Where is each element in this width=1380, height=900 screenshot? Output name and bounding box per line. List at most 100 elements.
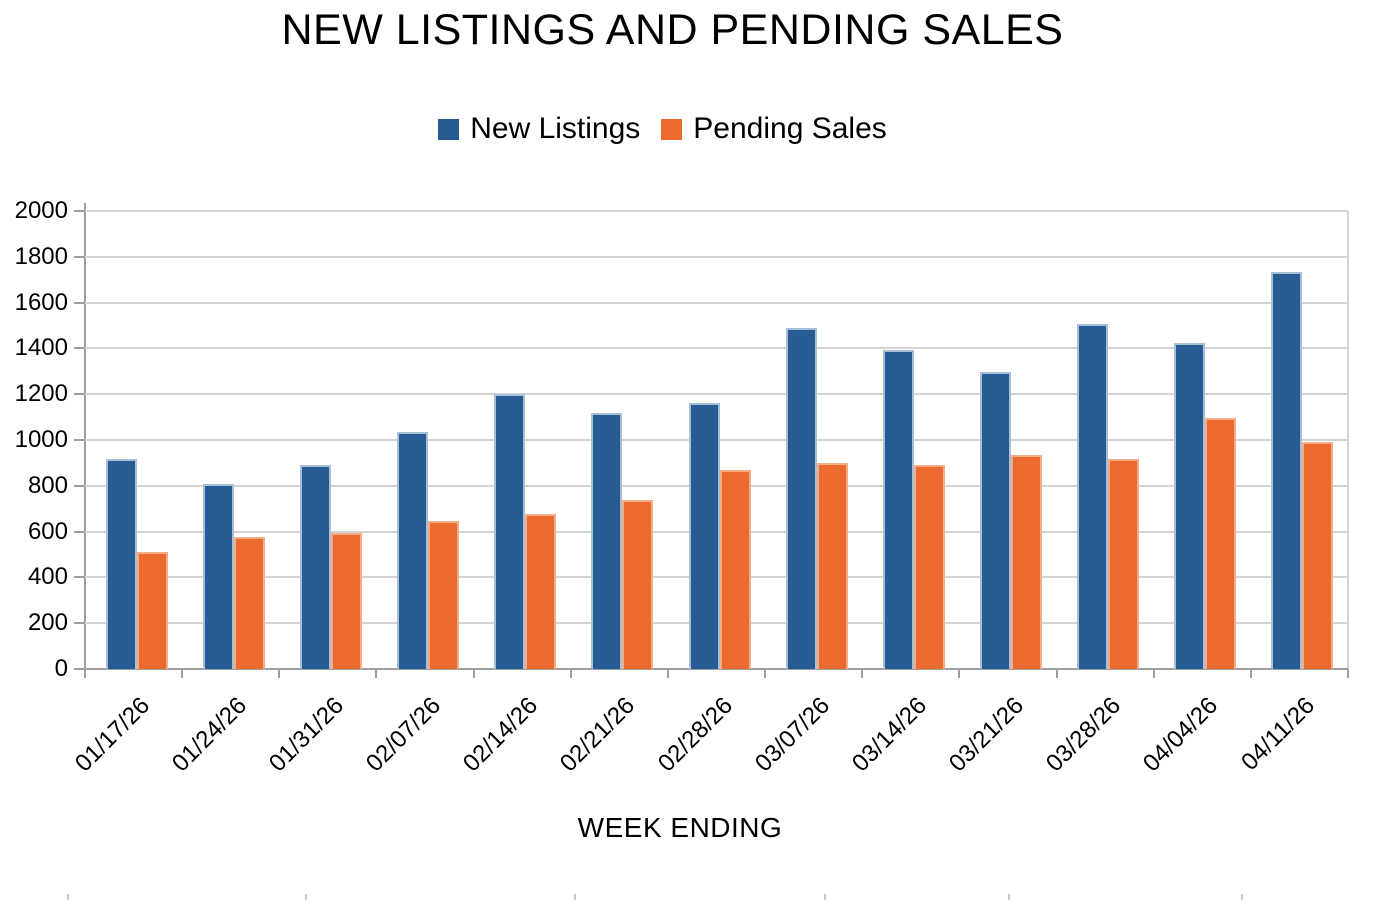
y-tick-mark xyxy=(74,530,84,533)
x-axis-label: 02/07/26 xyxy=(360,692,447,778)
footer-tick xyxy=(574,894,576,900)
x-tick-mark xyxy=(958,669,961,678)
bar-pending-sales xyxy=(719,469,751,669)
x-axis-label: 02/21/26 xyxy=(555,692,641,778)
legend-item-new-listings: New Listings xyxy=(438,112,640,146)
x-axis-label: 02/28/26 xyxy=(652,692,738,778)
bar-pending-sales xyxy=(1108,459,1140,669)
y-tick-mark xyxy=(74,576,84,579)
legend-item-pending-sales: Pending Sales xyxy=(661,112,887,146)
bar-new-listings xyxy=(1174,342,1206,669)
bar-pending-sales xyxy=(1205,418,1237,669)
bar-pending-sales xyxy=(1302,442,1334,669)
x-tick-mark xyxy=(1055,669,1058,678)
bar-new-listings xyxy=(1077,324,1109,669)
bar-new-listings xyxy=(979,372,1011,669)
pending-sales-swatch-icon xyxy=(661,118,683,140)
y-tick-label: 200 xyxy=(27,609,68,637)
y-tick-label: 2000 xyxy=(14,197,68,224)
y-axis-line xyxy=(84,203,86,670)
x-axis-label: 03/28/26 xyxy=(1041,692,1127,778)
y-tick-mark xyxy=(74,301,84,304)
x-axis-label: 04/11/26 xyxy=(1236,692,1321,776)
y-tick-label: 1400 xyxy=(14,334,68,362)
y-tick-mark xyxy=(74,210,84,212)
bar-new-listings xyxy=(1271,271,1303,669)
footer-tick xyxy=(1241,894,1243,900)
x-axis-title: WEEK ENDING xyxy=(577,812,783,843)
x-tick-mark xyxy=(1152,669,1155,678)
y-tick-mark xyxy=(74,255,84,258)
x-tick-mark xyxy=(764,669,767,678)
bar-pending-sales xyxy=(428,521,460,669)
x-axis-label: 01/31/26 xyxy=(263,692,349,778)
y-tick-mark xyxy=(74,484,84,487)
legend-label-pending-sales: Pending Sales xyxy=(693,112,887,145)
new-listings-swatch-icon xyxy=(438,118,460,140)
chart-title: NEW LISTINGS AND PENDING SALES xyxy=(281,6,1064,54)
y-tick-label: 600 xyxy=(27,517,68,545)
gridline xyxy=(85,301,1348,304)
y-tick-label: 1000 xyxy=(14,426,68,453)
bar-pending-sales xyxy=(233,537,265,669)
legend-label-new-listings: New Listings xyxy=(470,112,641,145)
plot-right-border xyxy=(1347,211,1349,669)
bar-new-listings xyxy=(105,459,137,669)
y-tick-mark xyxy=(74,668,84,670)
y-tick-label: 1200 xyxy=(14,380,68,408)
x-axis-label: 03/21/26 xyxy=(943,692,1030,778)
x-tick-mark xyxy=(84,669,86,678)
y-tick-mark xyxy=(74,622,84,625)
y-tick-label: 1800 xyxy=(14,242,68,270)
bar-new-listings xyxy=(688,403,720,669)
x-tick-mark xyxy=(1347,669,1349,678)
x-axis-label: 01/24/26 xyxy=(166,692,252,778)
x-tick-mark xyxy=(278,669,281,678)
x-tick-mark xyxy=(861,669,864,678)
x-axis-label: 03/07/26 xyxy=(749,692,835,778)
x-tick-mark xyxy=(666,669,669,678)
legend: New Listings Pending Sales xyxy=(0,112,1325,146)
bar-pending-sales xyxy=(816,462,848,669)
gridline xyxy=(85,255,1348,258)
x-tick-mark xyxy=(181,669,184,678)
bar-new-listings xyxy=(299,465,331,669)
bar-pending-sales xyxy=(622,499,654,669)
bar-new-listings xyxy=(494,394,526,669)
gridline xyxy=(85,393,1348,396)
gridline xyxy=(85,210,1348,212)
x-tick-mark xyxy=(472,669,475,678)
plot-area xyxy=(84,210,1349,678)
bar-pending-sales xyxy=(330,532,362,669)
x-tick-mark xyxy=(375,669,378,678)
bar-pending-sales xyxy=(913,465,945,669)
bar-new-listings xyxy=(882,349,914,669)
y-tick-label: 800 xyxy=(27,471,68,499)
bar-pending-sales xyxy=(1010,454,1042,669)
x-axis-label: 01/17/26 xyxy=(69,692,155,778)
x-axis-label: 02/14/26 xyxy=(458,692,544,778)
footer-tick xyxy=(824,894,826,900)
footer-tick xyxy=(1008,894,1010,900)
y-tick-label: 400 xyxy=(27,563,68,591)
x-tick-mark xyxy=(1249,669,1252,678)
y-tick-label: 0 xyxy=(54,655,68,682)
footer-tick xyxy=(67,894,69,900)
gridline xyxy=(85,347,1348,350)
footer-tick xyxy=(305,894,307,900)
y-tick-mark xyxy=(74,439,84,441)
bar-new-listings xyxy=(202,483,234,669)
y-tick-mark xyxy=(74,393,84,396)
x-axis-line xyxy=(85,668,1348,670)
x-axis-label: 03/14/26 xyxy=(846,692,932,778)
y-tick-mark xyxy=(74,347,84,350)
bar-new-listings xyxy=(591,412,623,669)
bar-pending-sales xyxy=(136,552,168,669)
bar-new-listings xyxy=(785,327,817,669)
bar-new-listings xyxy=(397,432,429,669)
y-tick-label: 1600 xyxy=(14,288,68,316)
x-axis-label: 04/04/26 xyxy=(1138,692,1224,778)
x-tick-mark xyxy=(569,669,572,678)
bar-pending-sales xyxy=(525,514,557,669)
